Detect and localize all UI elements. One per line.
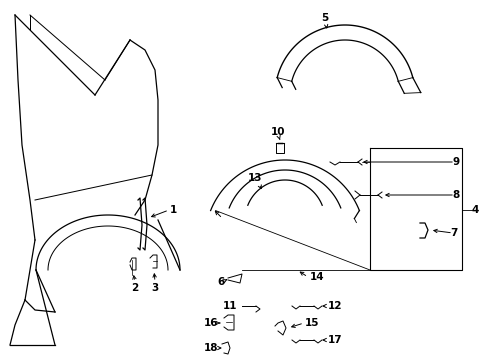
Text: 14: 14 [309,272,324,282]
Text: 8: 8 [452,190,459,200]
Text: 1: 1 [170,205,177,215]
Text: 12: 12 [327,301,342,311]
Text: 6: 6 [217,277,224,287]
Text: 18: 18 [203,343,218,353]
Text: 2: 2 [131,283,138,293]
Text: 17: 17 [327,335,342,345]
Text: 15: 15 [305,318,319,328]
Text: 11: 11 [222,301,237,311]
Text: 7: 7 [450,228,457,238]
Text: 5: 5 [321,13,328,23]
Text: 4: 4 [471,205,478,215]
Text: 10: 10 [270,127,285,137]
Text: 3: 3 [151,283,158,293]
Text: 9: 9 [452,157,459,167]
Text: 16: 16 [203,318,218,328]
Text: 13: 13 [247,173,262,183]
